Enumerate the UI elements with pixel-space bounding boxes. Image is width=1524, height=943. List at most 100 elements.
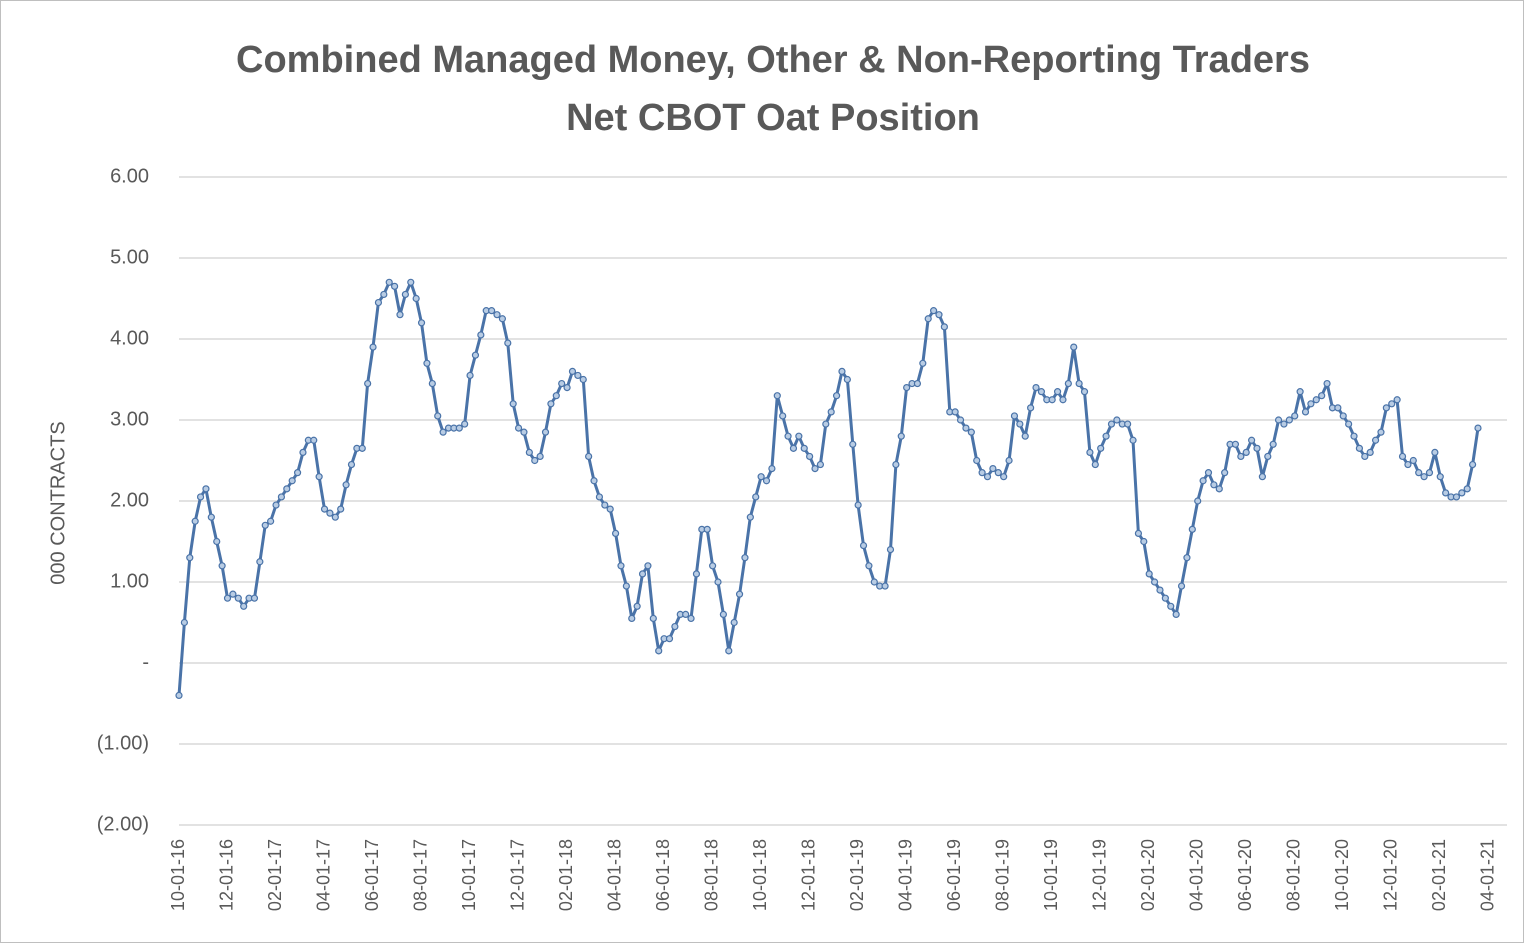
data-point [196, 493, 205, 501]
y-tick-label: 1.00 [110, 570, 149, 592]
data-point [1355, 444, 1364, 452]
data-point [552, 392, 560, 400]
x-tick-label: 12-01-16 [216, 839, 236, 911]
data-point [401, 290, 409, 299]
data-point [520, 428, 528, 436]
data-point [1037, 388, 1046, 396]
data-point [1409, 456, 1417, 465]
data-point [585, 452, 593, 461]
data-point [407, 278, 415, 286]
data-point [768, 465, 776, 473]
data-point [606, 505, 614, 513]
x-tick-label: 02-01-19 [847, 839, 867, 911]
data-point [843, 375, 851, 384]
data-point [1468, 460, 1477, 469]
data-point [978, 469, 986, 477]
data-point [601, 501, 609, 509]
data-point [1102, 432, 1110, 440]
data-point [1080, 388, 1089, 396]
data-point [644, 562, 652, 570]
data-point [272, 501, 280, 509]
data-point [725, 647, 733, 655]
data-point [493, 311, 501, 319]
data-point [1301, 408, 1310, 416]
data-point [1172, 610, 1180, 619]
data-point [541, 428, 550, 436]
data-point [1183, 554, 1191, 562]
data-point [649, 614, 657, 623]
data-point [746, 513, 754, 521]
data-point [191, 517, 199, 525]
data-point [1016, 420, 1024, 428]
data-point [692, 570, 701, 578]
data-point [919, 359, 927, 367]
data-point [622, 582, 630, 590]
data-point [1053, 388, 1062, 396]
data-point [488, 307, 496, 315]
data-point [240, 602, 248, 610]
y-tick-label: 4.00 [110, 327, 149, 349]
data-point [1075, 379, 1083, 388]
data-point [924, 315, 932, 323]
data-point [811, 465, 819, 473]
x-tick-label: 12-01-17 [507, 839, 527, 911]
data-point [1199, 477, 1207, 485]
data-point [1134, 529, 1143, 538]
data-point [1253, 444, 1261, 452]
data-point [1318, 392, 1326, 400]
data-point [638, 570, 647, 578]
data-point [709, 562, 717, 570]
data-point [1345, 420, 1353, 428]
data-point [477, 331, 485, 339]
data-point [822, 420, 830, 428]
data-point [574, 371, 582, 380]
data-point [779, 412, 787, 420]
data-point [461, 420, 469, 428]
data-point [364, 379, 372, 388]
data-point [1377, 428, 1385, 436]
data-point [347, 460, 356, 469]
data-point [757, 473, 765, 481]
x-tick-label: 06-01-19 [944, 839, 964, 911]
data-point [838, 367, 846, 375]
x-tick-label: 12-01-20 [1381, 839, 1401, 911]
data-point [310, 436, 318, 444]
data-point [531, 456, 539, 465]
x-tick-label: 02-01-17 [265, 839, 285, 911]
data-point [827, 408, 835, 416]
data-point [967, 428, 975, 436]
data-point [730, 618, 738, 627]
data-point [881, 582, 889, 590]
y-tick-label: 5.00 [110, 246, 149, 268]
data-point [299, 448, 307, 456]
data-point [579, 375, 587, 384]
data-point [795, 432, 803, 440]
data-point [1307, 400, 1315, 408]
data-point [1458, 489, 1466, 497]
data-point [180, 618, 188, 627]
data-point [1145, 570, 1153, 578]
data-point [892, 460, 900, 469]
data-point [1382, 404, 1390, 412]
data-point [903, 384, 911, 392]
data-point [1107, 420, 1116, 428]
data-point [175, 691, 183, 700]
data-point [391, 282, 399, 290]
data-point [773, 392, 781, 400]
data-point [1188, 525, 1196, 533]
data-point [374, 298, 383, 307]
data-point [1425, 469, 1434, 477]
data-point [1274, 416, 1283, 424]
data-point [913, 379, 922, 388]
data-point [671, 622, 679, 631]
data-point [1285, 416, 1293, 424]
data-point [326, 509, 334, 517]
data-point [832, 392, 841, 400]
data-point [1167, 602, 1175, 610]
x-tick-label: 06-01-18 [653, 839, 673, 911]
data-point [504, 339, 512, 347]
data-point [229, 590, 237, 598]
x-tick-label: 10-01-16 [168, 839, 188, 911]
data-point [784, 432, 792, 440]
